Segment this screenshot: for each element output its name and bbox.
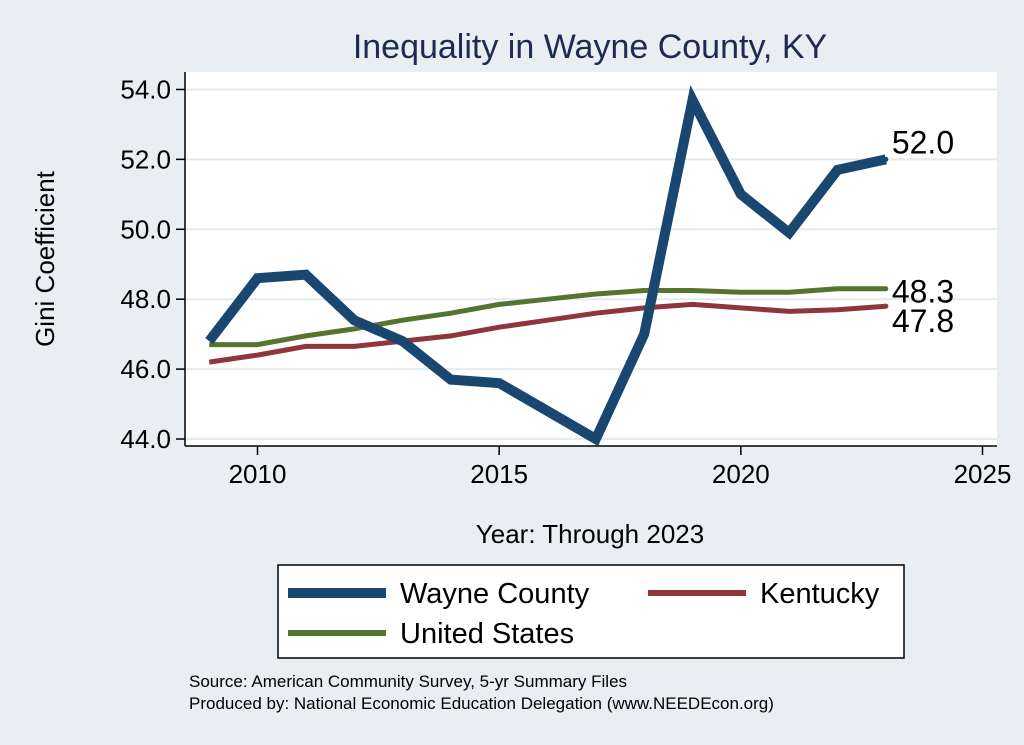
- source-note: Source: American Community Survey, 5-yr …: [189, 672, 627, 691]
- x-tick-label: 2020: [712, 459, 770, 489]
- legend-label-kentucky: Kentucky: [760, 578, 880, 610]
- y-tick-label: 48.0: [120, 284, 171, 314]
- series-endpoint-kentucky: [883, 303, 889, 309]
- legend-box: [277, 564, 905, 659]
- x-tick-label: 2010: [229, 459, 287, 489]
- x-axis-title: Year: Through 2023: [476, 519, 704, 549]
- end-label-kentucky: 47.8: [892, 303, 954, 339]
- y-tick-label: 52.0: [120, 144, 171, 174]
- y-tick-label: 50.0: [120, 214, 171, 244]
- series-line-kentucky: [208, 301, 886, 365]
- chart-title: Inequality in Wayne County, KY: [353, 28, 827, 66]
- legend-label-united-states: United States: [400, 618, 574, 650]
- series-lines: [205, 85, 889, 447]
- y-axis-title: Gini Coefficient: [30, 170, 60, 347]
- end-label-wayne-county: 52.0: [892, 124, 954, 160]
- x-tick-label: 2015: [470, 459, 528, 489]
- x-ticks: 2010 2015 2020 2025: [229, 446, 1012, 489]
- series-line-wayne-county: [205, 85, 887, 447]
- series-endpoint-united-states: [883, 286, 889, 292]
- y-ticks: 44.0 46.0 48.0 50.0 52.0 54.0: [120, 74, 185, 454]
- y-tick-label: 54.0: [120, 74, 171, 104]
- end-labels: 47.848.3 52.0: [892, 124, 954, 339]
- end-label-united-states: 48.3: [892, 274, 954, 310]
- legend-entry-kentucky: Kentucky: [648, 578, 880, 610]
- series-line-united-states: [209, 286, 886, 348]
- produced-by-note: Produced by: National Economic Education…: [189, 694, 774, 713]
- legend-entry-wayne-county: Wayne County: [288, 578, 590, 610]
- legend-entry-united-states: United States: [288, 618, 574, 650]
- plot-area: [185, 72, 997, 446]
- y-tick-label: 46.0: [120, 354, 171, 384]
- grid-lines: [185, 88, 997, 441]
- series-endpoint-wayne-county: [883, 156, 889, 162]
- y-tick-label: 44.0: [120, 424, 171, 454]
- legend-label-wayne-county: Wayne County: [400, 578, 590, 610]
- x-tick-label: 2025: [954, 459, 1012, 489]
